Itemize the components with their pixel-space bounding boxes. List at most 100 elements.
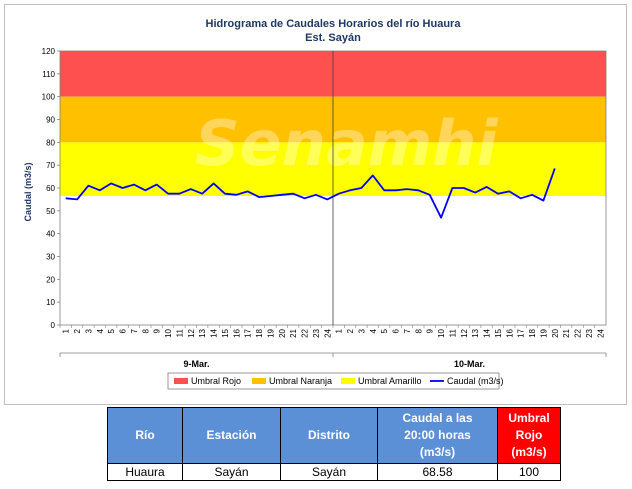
x-tick-label: 2 <box>346 328 355 333</box>
y-tick-label: 100 <box>42 93 56 102</box>
x-tick-label: 9 <box>153 328 162 333</box>
legend-swatch <box>341 378 355 384</box>
legend-swatch <box>252 378 266 384</box>
x-tick-label: 3 <box>84 328 93 333</box>
x-tick-label: 11 <box>175 328 184 337</box>
summary-table: Río Estación Distrito Caudal a las 20:00… <box>107 407 561 481</box>
x-tick-label: 7 <box>403 328 412 333</box>
watermark-text: Senamhi <box>195 107 498 180</box>
x-tick-label: 10 <box>164 328 173 337</box>
x-tick-label: 10 <box>437 328 446 337</box>
header-rio-text: Río <box>135 428 155 442</box>
x-tick-label: 21 <box>562 328 571 337</box>
x-tick-label: 17 <box>244 328 253 337</box>
x-tick-label: 4 <box>96 328 105 333</box>
header-caudal-line1: Caudal a las <box>402 411 473 425</box>
header-estacion-text: Estación <box>206 428 257 442</box>
x-tick-label: 1 <box>62 328 71 333</box>
y-tick-label: 0 <box>51 321 56 330</box>
y-tick-label: 70 <box>46 161 55 170</box>
header-umbral-line3: (m3/s) <box>511 445 547 459</box>
y-tick-label: 90 <box>46 116 55 125</box>
chart-frame: Hidrograma de Caudales Horarios del río … <box>4 4 627 405</box>
header-distrito-text: Distrito <box>308 428 350 442</box>
x-tick-label: 24 <box>596 328 605 337</box>
legend-label: Umbral Rojo <box>191 376 241 386</box>
legend: Umbral Rojo Umbral Naranja Umbral Amarillo… <box>167 372 504 390</box>
header-distrito: Distrito <box>280 407 378 464</box>
header-umbral-rojo: Umbral Rojo (m3/s) <box>497 407 561 464</box>
x-tick-label: 13 <box>471 328 480 337</box>
x-tick-label: 11 <box>448 328 457 337</box>
y-tick-label: 110 <box>42 70 55 79</box>
day-label: 10-Mar. <box>454 359 485 369</box>
x-tick-label: 9 <box>426 328 435 333</box>
x-tick-label: 12 <box>460 328 469 337</box>
header-caudal-line2: 20:00 horas <box>404 428 471 442</box>
x-tick-label: 4 <box>369 328 378 333</box>
x-tick-label: 8 <box>414 328 423 333</box>
y-tick-label: 120 <box>42 47 56 56</box>
cell-rio: Huaura <box>107 463 183 481</box>
y-tick-label: 10 <box>46 298 55 307</box>
legend-label: Umbral Naranja <box>269 376 332 386</box>
x-tick-label: 24 <box>323 328 332 337</box>
x-tick-label: 21 <box>289 328 298 337</box>
x-tick-label: 5 <box>107 328 116 333</box>
legend-label: Umbral Amarillo <box>358 376 422 386</box>
y-tick-label: 20 <box>46 275 55 284</box>
day-label: 9-Mar. <box>183 359 209 369</box>
x-tick-label: 19 <box>539 328 548 337</box>
x-tick-label: 6 <box>119 328 128 333</box>
x-tick-label: 15 <box>221 328 230 337</box>
header-caudal: Caudal a las 20:00 horas (m3/s) <box>377 407 498 464</box>
legend-box <box>167 372 500 390</box>
y-tick-label: 80 <box>46 138 55 147</box>
table-header-row: Río Estación Distrito Caudal a las 20:00… <box>107 407 561 464</box>
x-tick-label: 6 <box>392 328 401 333</box>
x-tick-label: 18 <box>255 328 264 337</box>
x-tick-label: 17 <box>517 328 526 337</box>
y-tick-label: 60 <box>46 184 55 193</box>
y-axis-label: Caudal (m3/s) <box>23 162 33 221</box>
header-umbral-line1: Umbral <box>508 411 550 425</box>
header-umbral-line2: Rojo <box>515 428 543 442</box>
series-line-caudal <box>65 168 556 219</box>
x-tick-label: 3 <box>357 328 366 333</box>
x-tick-label: 5 <box>380 328 389 333</box>
x-tick-label: 2 <box>73 328 82 333</box>
cell-estacion: Sayán <box>182 463 281 481</box>
x-tick-label: 7 <box>130 328 139 333</box>
x-tick-label: 18 <box>528 328 537 337</box>
x-tick-label: 14 <box>210 328 219 337</box>
cell-caudal: 68.58 <box>377 463 498 481</box>
y-tick-label: 50 <box>46 207 55 216</box>
y-tick-label: 40 <box>46 230 55 239</box>
chart-title: Hidrograma de Caudales Horarios del río … <box>206 18 462 30</box>
cell-umbral: 100 <box>497 463 561 481</box>
cell-distrito: Sayán <box>280 463 378 481</box>
x-tick-label: 23 <box>312 328 321 337</box>
x-tick-label: 20 <box>278 328 287 337</box>
x-tick-label: 16 <box>505 328 514 337</box>
table-row: Huaura Sayán Sayán 68.58 100 <box>107 463 561 481</box>
x-tick-label: 8 <box>141 328 150 333</box>
y-tick-label: 30 <box>46 253 55 262</box>
header-caudal-line3: (m3/s) <box>419 445 456 459</box>
hydrograph-chart: Hidrograma de Caudales Horarios del río … <box>23 18 607 390</box>
x-tick-label: 1 <box>335 328 344 333</box>
x-tick-label: 19 <box>266 328 275 337</box>
x-tick-label: 22 <box>574 328 583 337</box>
x-tick-label: 13 <box>198 328 207 337</box>
x-tick-label: 15 <box>494 328 503 337</box>
x-tick-label: 22 <box>301 328 310 337</box>
legend-label: Caudal (m3/s) <box>447 376 504 386</box>
chart-subtitle: Est. Sayán <box>305 32 361 44</box>
x-tick-label: 23 <box>585 328 594 337</box>
x-tick-label: 20 <box>551 328 560 337</box>
header-rio: Río <box>107 407 183 464</box>
legend-swatch <box>174 378 188 384</box>
header-estacion: Estación <box>182 407 281 464</box>
x-tick-label: 12 <box>187 328 196 337</box>
x-tick-label: 14 <box>483 328 492 337</box>
